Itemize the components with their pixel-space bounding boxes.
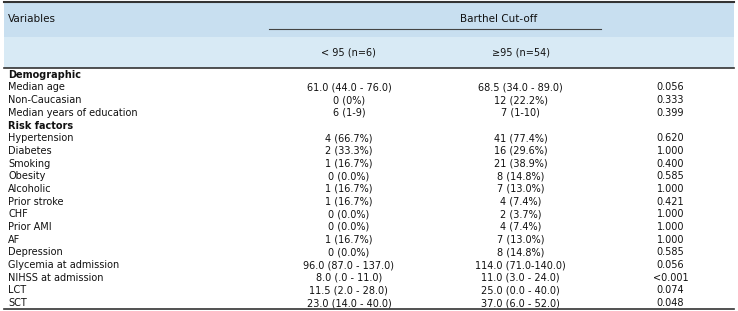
Text: 8 (14.8%): 8 (14.8%) (497, 171, 545, 181)
Text: 25.0 (0.0 - 40.0): 25.0 (0.0 - 40.0) (481, 285, 560, 295)
Text: 0 (0.0%): 0 (0.0%) (328, 247, 370, 258)
Text: NIHSS at admission: NIHSS at admission (8, 273, 103, 283)
Text: 11.5 (2.0 - 28.0): 11.5 (2.0 - 28.0) (309, 285, 388, 295)
Text: 0.620: 0.620 (657, 133, 684, 143)
Text: Depression: Depression (8, 247, 63, 258)
Text: 1.000: 1.000 (657, 209, 684, 219)
Text: 37.0 (6.0 - 52.0): 37.0 (6.0 - 52.0) (481, 298, 560, 308)
Text: 0.333: 0.333 (657, 95, 684, 105)
Text: < 95 (n=6): < 95 (n=6) (322, 48, 376, 58)
Text: 7 (13.0%): 7 (13.0%) (497, 184, 545, 194)
Text: Alcoholic: Alcoholic (8, 184, 52, 194)
Text: 8 (14.8%): 8 (14.8%) (497, 247, 545, 258)
Text: 114.0 (71.0-140.0): 114.0 (71.0-140.0) (475, 260, 566, 270)
Text: Smoking: Smoking (8, 159, 50, 169)
Text: Median years of education: Median years of education (8, 108, 138, 118)
Text: 0 (0.0%): 0 (0.0%) (328, 171, 370, 181)
Text: 4 (66.7%): 4 (66.7%) (325, 133, 373, 143)
Text: Non-Caucasian: Non-Caucasian (8, 95, 82, 105)
Text: Obesity: Obesity (8, 171, 46, 181)
Text: 6 (1-9): 6 (1-9) (333, 108, 365, 118)
Text: 0.056: 0.056 (657, 82, 684, 92)
Text: 1.000: 1.000 (657, 184, 684, 194)
Text: 0.400: 0.400 (657, 159, 684, 169)
Text: CHF: CHF (8, 209, 28, 219)
Text: 2 (33.3%): 2 (33.3%) (325, 146, 373, 156)
Text: Glycemia at admission: Glycemia at admission (8, 260, 120, 270)
Text: 0.399: 0.399 (657, 108, 684, 118)
Text: LCT: LCT (8, 285, 27, 295)
Text: 11.0 (3.0 - 24.0): 11.0 (3.0 - 24.0) (481, 273, 560, 283)
Text: 68.5 (34.0 - 89.0): 68.5 (34.0 - 89.0) (478, 82, 563, 92)
Text: 0 (0.0%): 0 (0.0%) (328, 222, 370, 232)
Text: 12 (22.2%): 12 (22.2%) (494, 95, 548, 105)
Text: AF: AF (8, 235, 21, 245)
Text: Prior AMI: Prior AMI (8, 222, 52, 232)
Text: 1 (16.7%): 1 (16.7%) (325, 235, 373, 245)
Text: Variables: Variables (8, 14, 56, 25)
Text: Prior stroke: Prior stroke (8, 197, 63, 207)
Text: 4 (7.4%): 4 (7.4%) (500, 197, 541, 207)
Text: <0.001: <0.001 (652, 273, 689, 283)
Text: 1.000: 1.000 (657, 146, 684, 156)
Text: 61.0 (44.0 - 76.0): 61.0 (44.0 - 76.0) (306, 82, 391, 92)
Text: 0.585: 0.585 (657, 247, 684, 258)
Text: Hypertension: Hypertension (8, 133, 74, 143)
Text: Median age: Median age (8, 82, 65, 92)
Text: 7 (1-10): 7 (1-10) (501, 108, 540, 118)
Text: 1 (16.7%): 1 (16.7%) (325, 197, 373, 207)
Text: 0.421: 0.421 (657, 197, 684, 207)
Text: SCT: SCT (8, 298, 27, 308)
Text: 0.056: 0.056 (657, 260, 684, 270)
Text: Diabetes: Diabetes (8, 146, 52, 156)
Text: 7 (13.0%): 7 (13.0%) (497, 235, 545, 245)
Text: 1 (16.7%): 1 (16.7%) (325, 184, 373, 194)
Text: Risk factors: Risk factors (8, 120, 73, 131)
Text: ≥95 (n=54): ≥95 (n=54) (492, 48, 550, 58)
Text: 2 (3.7%): 2 (3.7%) (500, 209, 542, 219)
Text: 0.585: 0.585 (657, 171, 684, 181)
Text: Barthel Cut-off: Barthel Cut-off (460, 14, 537, 25)
Text: 1.000: 1.000 (657, 222, 684, 232)
Text: 8.0 (.0 - 11.0): 8.0 (.0 - 11.0) (316, 273, 382, 283)
Text: 1.000: 1.000 (657, 235, 684, 245)
Text: 41 (77.4%): 41 (77.4%) (494, 133, 548, 143)
Text: 21 (38.9%): 21 (38.9%) (494, 159, 548, 169)
Text: 4 (7.4%): 4 (7.4%) (500, 222, 541, 232)
Text: 0.074: 0.074 (657, 285, 684, 295)
Text: 1 (16.7%): 1 (16.7%) (325, 159, 373, 169)
Text: 0 (0.0%): 0 (0.0%) (328, 209, 370, 219)
Text: 0.048: 0.048 (657, 298, 684, 308)
Text: 96.0 (87.0 - 137.0): 96.0 (87.0 - 137.0) (303, 260, 394, 270)
Text: 0 (0%): 0 (0%) (333, 95, 365, 105)
Text: Demographic: Demographic (8, 70, 81, 80)
Text: 23.0 (14.0 - 40.0): 23.0 (14.0 - 40.0) (306, 298, 391, 308)
Text: 16 (29.6%): 16 (29.6%) (494, 146, 548, 156)
